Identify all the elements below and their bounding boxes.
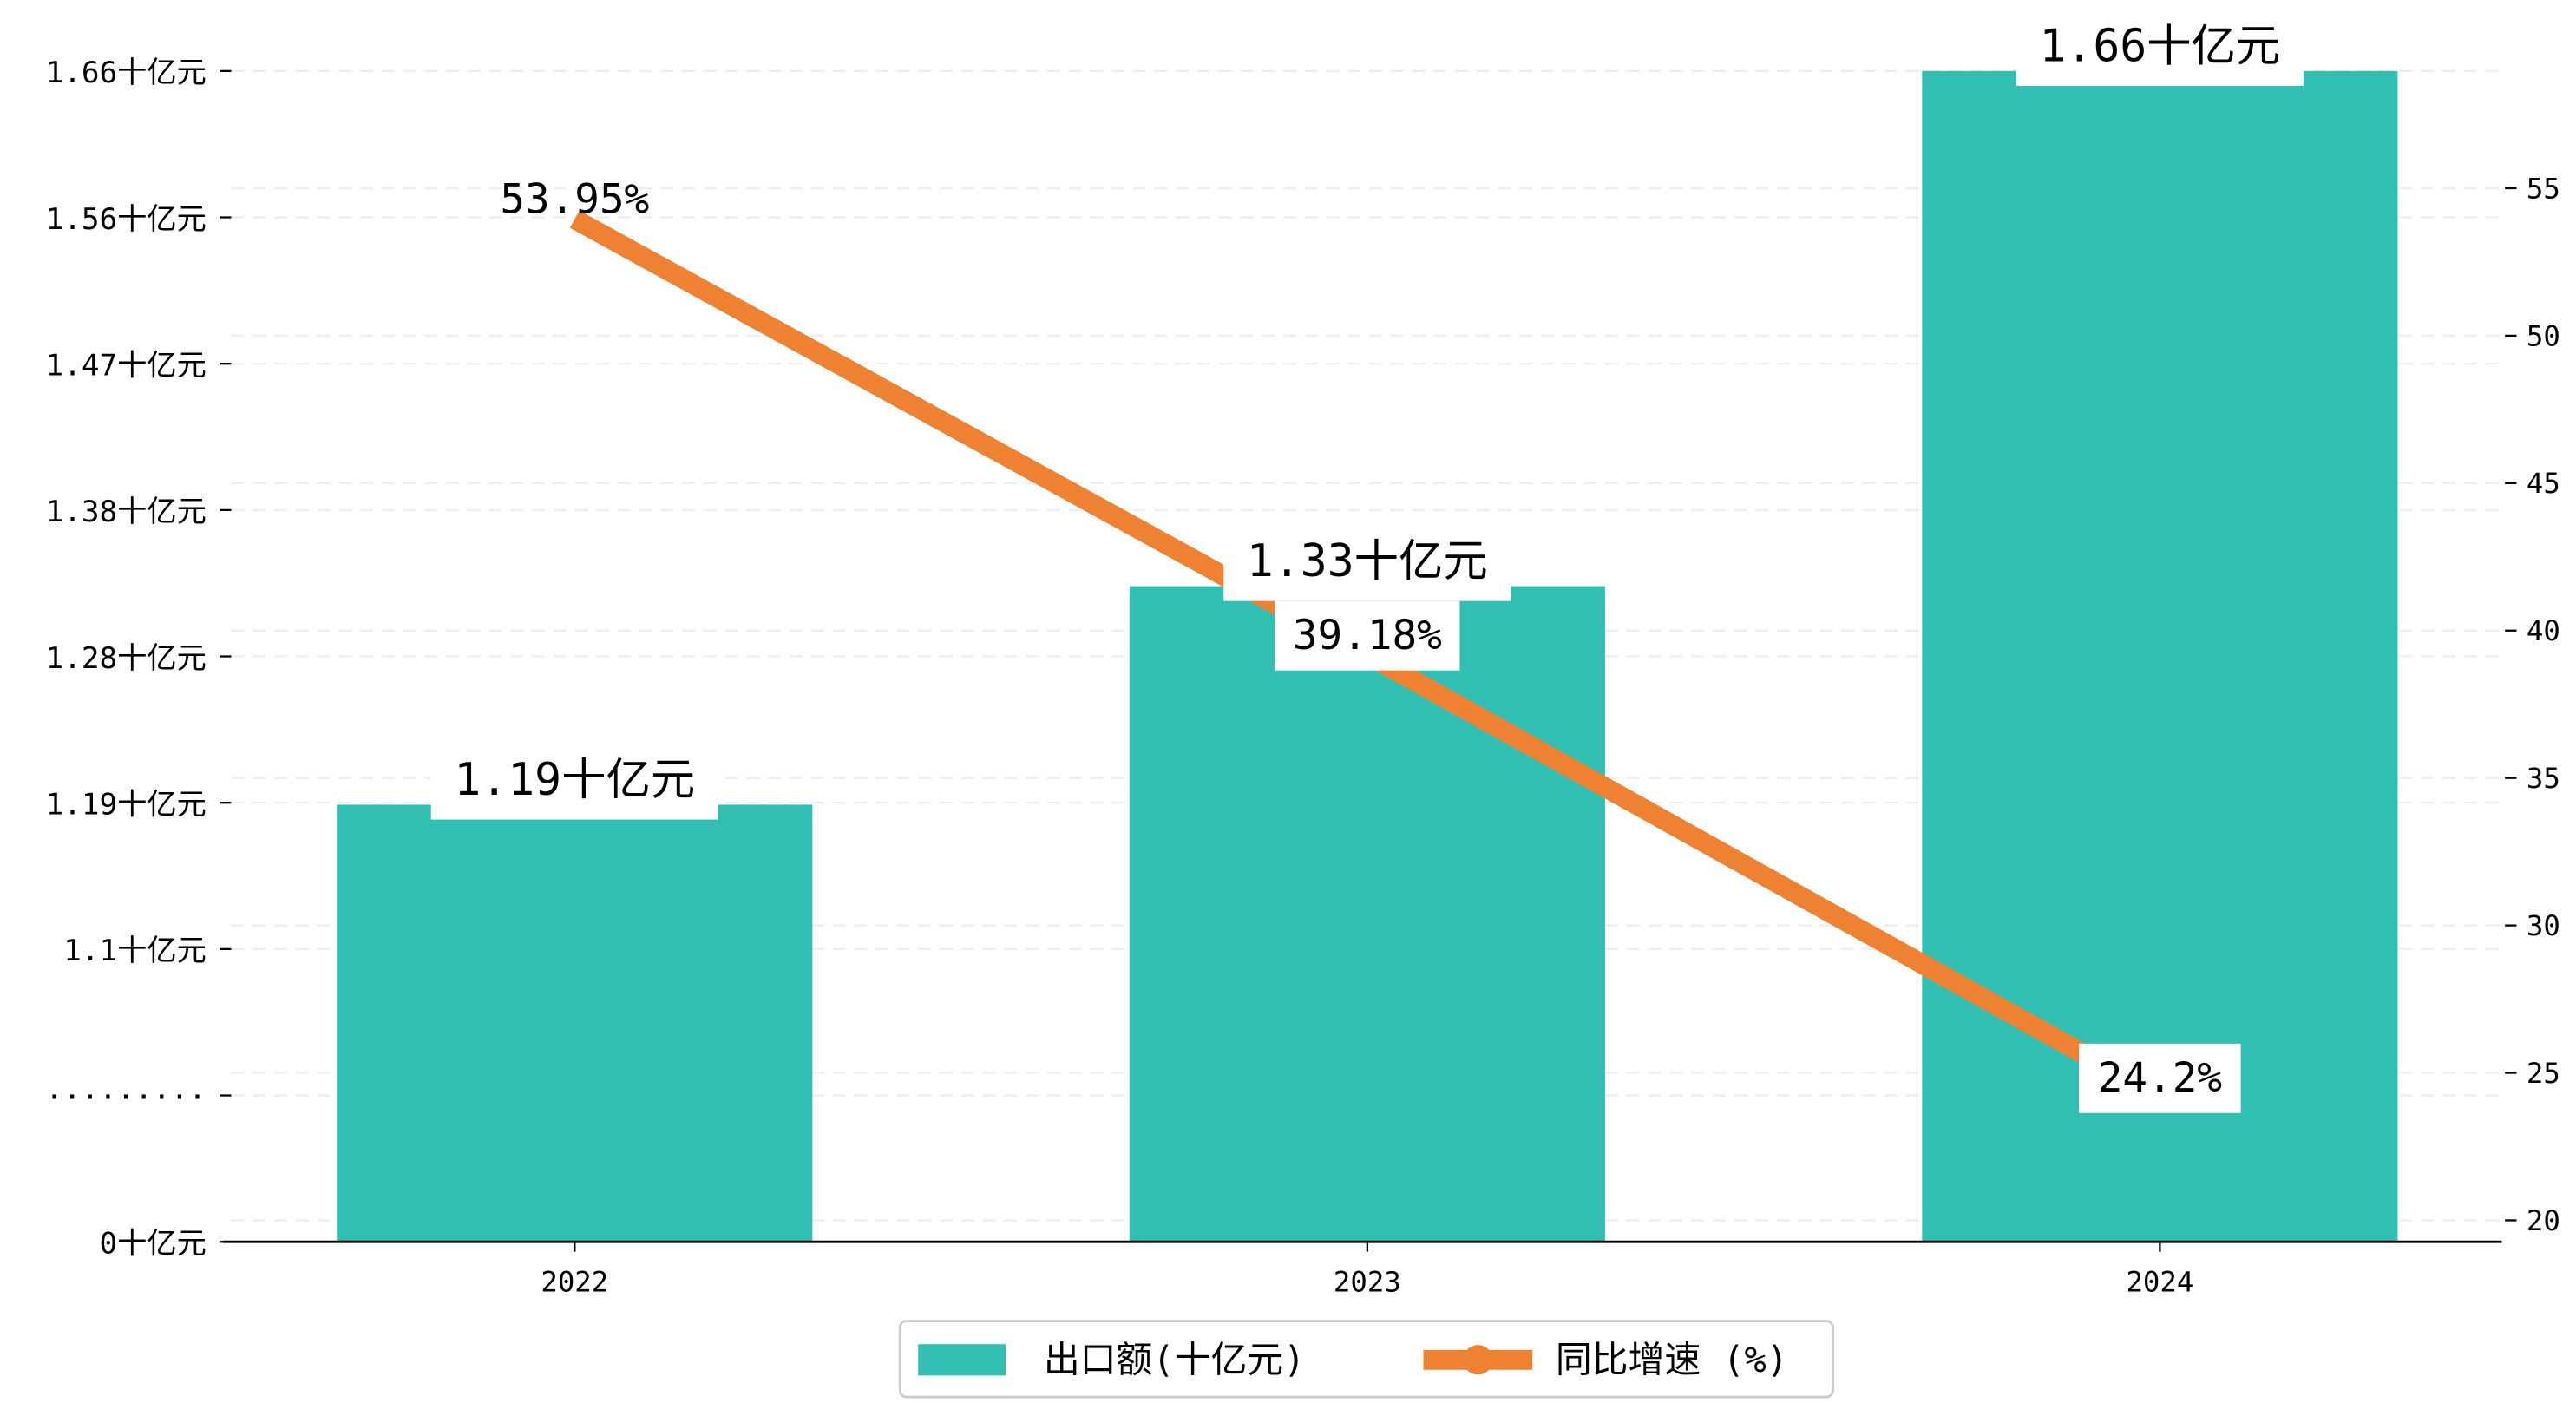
line-value-label: 53.95% [500, 176, 649, 224]
right-tick-label: 30 [2527, 909, 2560, 942]
data-labels: 1.19十亿元 1.33十亿元 1.66十亿元 53.95% 39.18% 24.2% [430, 20, 2304, 1113]
left-tick-label: ········· [45, 1080, 206, 1115]
axes: 0十亿元 ········· 1.1十亿元 1.19十亿元 1.28十亿元 1.38十亿元… [45, 56, 2560, 1298]
left-tick-label: 1.19十亿元 [46, 788, 206, 823]
right-tick-label: 35 [2527, 762, 2560, 795]
legend-bar-label: 出口额(十亿元) [1044, 1339, 1306, 1381]
line-value-label: 24.2% [2098, 1054, 2222, 1102]
legend-bar-swatch [918, 1344, 1006, 1376]
bar-value-label: 1.33十亿元 [1247, 535, 1488, 587]
bar-label-bg [2016, 21, 2304, 86]
bar-2022 [337, 804, 813, 1242]
line-label-bg [1275, 600, 1460, 671]
x-tick-label: 2024 [2126, 1265, 2193, 1298]
left-tick-label: 1.47十亿元 [46, 349, 206, 384]
bar-value-label: 1.19十亿元 [454, 754, 695, 806]
bar-value-label: 1.66十亿元 [2039, 20, 2280, 72]
right-tick-label: 45 [2527, 467, 2560, 500]
left-tick-label: 1.28十亿元 [46, 641, 206, 676]
legend-box [898, 1320, 1834, 1399]
right-tick-label: 25 [2527, 1057, 2560, 1090]
left-tick-label: 1.66十亿元 [46, 56, 206, 90]
legend-line-marker [1463, 1345, 1493, 1375]
left-tick-label: 0十亿元 [100, 1227, 206, 1262]
left-tick-label: 1.1十亿元 [63, 934, 206, 968]
left-tick-label: 1.38十亿元 [46, 495, 206, 529]
bar-label-bg [1223, 536, 1511, 601]
right-tick-label: 50 [2527, 319, 2560, 352]
bar-label-bg [430, 755, 718, 820]
legend: 出口额(十亿元) 同比增速 (%) [898, 1320, 1834, 1399]
right-tick-label: 20 [2527, 1204, 2560, 1237]
line-label-bg [2079, 1043, 2241, 1113]
x-tick-label: 2022 [541, 1265, 608, 1298]
right-tick-label: 55 [2527, 172, 2560, 205]
line-value-label: 39.18% [1293, 612, 1442, 659]
x-tick-label: 2023 [1334, 1265, 1401, 1298]
right-tick-label: 40 [2527, 614, 2560, 647]
left-tick-label: 1.56十亿元 [46, 202, 206, 237]
legend-line-label: 同比增速 (%) [1556, 1339, 1788, 1381]
bar-2023 [1129, 586, 1605, 1242]
